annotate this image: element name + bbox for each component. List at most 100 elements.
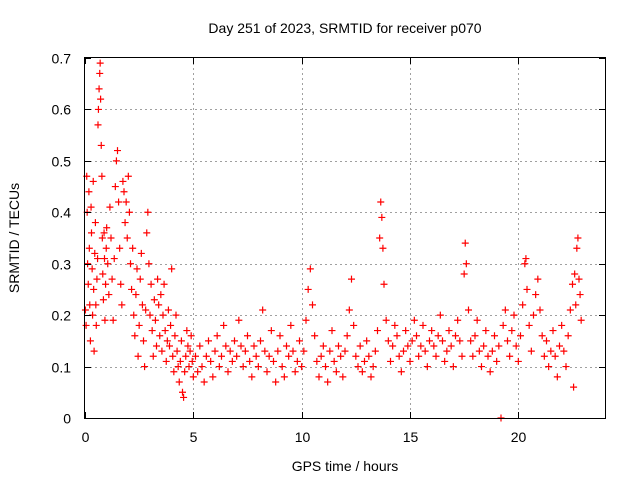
plot-frame — [84, 57, 606, 419]
data-point — [363, 337, 371, 345]
data-point — [174, 363, 182, 371]
data-point — [445, 327, 453, 335]
data-point — [309, 301, 316, 309]
data-point — [574, 234, 582, 242]
data-point — [514, 357, 522, 365]
data-point — [352, 352, 360, 360]
data-point — [341, 347, 349, 355]
data-point — [184, 342, 192, 350]
data-point — [167, 321, 175, 329]
data-point — [339, 373, 347, 381]
data-point — [222, 342, 230, 350]
data-point — [540, 352, 548, 360]
data-point — [215, 363, 223, 371]
data-point — [163, 337, 171, 345]
data-point — [374, 327, 381, 335]
data-point — [257, 337, 264, 345]
data-point — [432, 352, 440, 360]
data-point — [161, 327, 169, 335]
data-point — [566, 306, 574, 314]
data-point — [534, 275, 542, 283]
data-point — [196, 342, 204, 350]
data-point — [443, 347, 451, 355]
data-point — [241, 347, 249, 355]
data-point — [202, 352, 210, 360]
data-point — [261, 347, 269, 355]
data-point — [98, 172, 106, 180]
data-point — [270, 357, 277, 365]
data-point — [393, 332, 401, 340]
data-point — [530, 311, 537, 319]
data-point — [254, 363, 262, 371]
data-point — [395, 352, 403, 360]
data-point — [376, 234, 384, 242]
data-point — [382, 316, 390, 324]
x-tick-label: 10 — [295, 429, 311, 445]
data-point — [99, 296, 107, 304]
data-point — [510, 311, 518, 319]
data-point — [300, 347, 308, 355]
data-point — [504, 337, 511, 345]
data-point — [186, 347, 194, 355]
data-point — [91, 219, 99, 227]
data-point — [158, 347, 166, 355]
data-point — [84, 260, 92, 268]
data-point — [85, 244, 93, 252]
data-point — [417, 342, 425, 350]
grid-lines — [85, 58, 605, 418]
y-tick-label: 0.5 — [52, 154, 72, 170]
data-point — [159, 311, 167, 319]
data-point — [143, 229, 151, 237]
data-point — [98, 234, 106, 242]
data-point — [276, 332, 284, 340]
data-point — [109, 316, 117, 324]
data-point — [377, 198, 385, 206]
data-point — [123, 234, 131, 242]
x-tick-label: 15 — [403, 429, 419, 445]
data-point — [272, 378, 280, 386]
data-point — [99, 270, 107, 278]
data-point — [133, 265, 141, 273]
data-point — [545, 363, 553, 371]
data-point — [558, 321, 566, 329]
data-point — [365, 352, 373, 360]
y-tick-label: 0.4 — [52, 205, 72, 221]
data-point — [337, 352, 345, 360]
data-point — [326, 347, 334, 355]
data-point — [116, 244, 124, 252]
data-point — [302, 316, 310, 324]
data-point — [154, 275, 162, 283]
data-point — [131, 332, 139, 340]
data-point — [575, 275, 583, 283]
data-point — [413, 332, 420, 340]
data-point — [280, 373, 288, 381]
data-point — [173, 347, 181, 355]
data-point — [319, 342, 327, 350]
data-point — [88, 229, 95, 237]
data-point — [462, 260, 470, 268]
data-point — [293, 357, 301, 365]
data-point — [499, 321, 507, 329]
data-point — [135, 321, 143, 329]
data-point — [156, 332, 164, 340]
data-point — [211, 347, 219, 355]
data-point — [480, 342, 488, 350]
data-point — [573, 244, 581, 252]
y-axis-label: SRMTID / TECUs — [6, 183, 22, 293]
data-point — [166, 342, 173, 350]
data-point — [194, 368, 202, 376]
data-point — [233, 352, 241, 360]
data-point — [94, 121, 102, 129]
data-point — [224, 368, 232, 376]
data-point — [248, 373, 256, 381]
data-point — [84, 280, 92, 288]
data-point — [89, 177, 97, 185]
data-point — [134, 352, 142, 360]
data-point — [235, 316, 243, 324]
data-point — [296, 337, 303, 345]
data-point — [188, 357, 196, 365]
data-point — [102, 244, 110, 252]
data-point — [213, 332, 221, 340]
